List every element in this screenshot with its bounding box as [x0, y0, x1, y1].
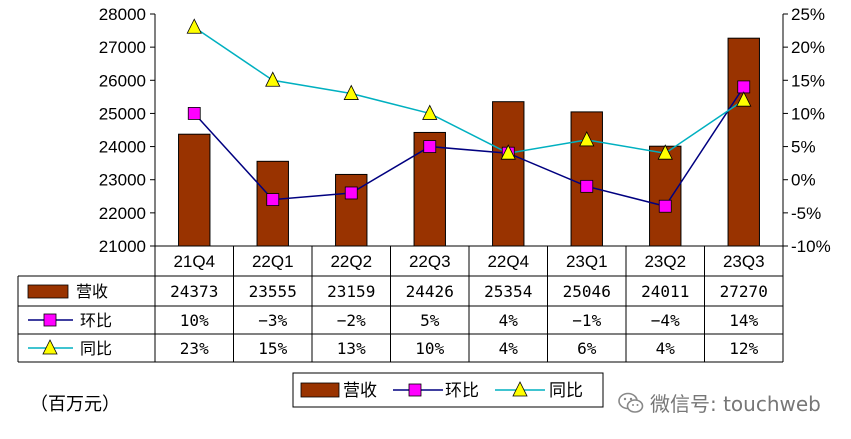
- point-qoq: [266, 193, 280, 207]
- point-yoy: [579, 131, 595, 147]
- point-yoy: [657, 144, 673, 160]
- y-left-tick-label: 24000: [99, 138, 146, 157]
- y-left-tick-label: 21000: [99, 237, 146, 256]
- category-label: 22Q3: [409, 252, 451, 271]
- point-qoq: [658, 199, 672, 213]
- table-cell-value: −4%: [651, 311, 680, 330]
- category-label: 23Q3: [723, 252, 765, 271]
- legend-key-revenue: [300, 382, 340, 398]
- plot-area: 21000 22000 23000 24000 25000 26000 27000 28000…: [99, 5, 831, 256]
- y-left-tick-label: 27000: [99, 38, 146, 57]
- category-label: 21Q4: [173, 252, 215, 271]
- y-left-tick-label: 22000: [99, 204, 146, 223]
- table-cell-value: 14%: [729, 311, 758, 330]
- table-cell-value: 10%: [180, 311, 209, 330]
- table-cell-value: 6%: [577, 339, 597, 358]
- watermark: 微信号: touchweb: [618, 388, 821, 417]
- y-right-tick-label: 20%: [791, 38, 825, 57]
- table-cell-value: 27270: [720, 282, 768, 301]
- legend-label-qoq: 环比: [445, 381, 479, 401]
- point-yoy: [343, 84, 359, 100]
- table-row-label: 同比: [80, 339, 112, 358]
- table-row-label: 环比: [80, 311, 112, 330]
- table-key-revenue: [27, 284, 69, 299]
- table-cell-value: 5%: [420, 311, 440, 330]
- category-label: 22Q2: [330, 252, 372, 271]
- table-row-label: 营收: [76, 282, 108, 301]
- point-qoq: [344, 186, 358, 200]
- y-right-tick-label: -5%: [791, 204, 821, 223]
- point-qoq: [737, 80, 751, 94]
- y-right-tick-label: 5%: [791, 138, 816, 157]
- table-cell-value: 23159: [327, 282, 375, 301]
- point-yoy: [265, 71, 281, 87]
- category-label: 22Q4: [487, 252, 529, 271]
- point-yoy: [422, 104, 438, 120]
- point-qoq: [423, 140, 437, 153]
- watermark-text: 微信号: touchweb: [650, 392, 821, 416]
- table-cell-value: 4%: [499, 339, 519, 358]
- table-cell-value: 23555: [249, 282, 297, 301]
- y-left-tick-label: 28000: [99, 5, 146, 24]
- category-label: 23Q2: [644, 252, 686, 271]
- table-cell-value: −3%: [258, 311, 287, 330]
- bar-revenue: [570, 111, 603, 247]
- table-cell-value: 23%: [180, 339, 209, 358]
- line-yoy: [193, 26, 745, 154]
- legend: 营收 环比 同比: [292, 372, 604, 408]
- table-cell-value: 24011: [641, 282, 689, 301]
- legend-key-yoy-marker: [512, 381, 528, 397]
- point-yoy: [736, 91, 752, 107]
- category-label: 22Q1: [252, 252, 294, 271]
- point-yoy: [186, 18, 202, 34]
- legend-key-qoq-marker: [408, 383, 422, 397]
- y-left-tick-label: 23000: [99, 171, 146, 190]
- bar-revenue: [178, 133, 211, 247]
- table-cell-value: 24373: [170, 282, 218, 301]
- table-key-marker-yoy: [42, 339, 58, 355]
- table-cell-value: 25046: [563, 282, 611, 301]
- data-table: 21Q4 22Q1 22Q2 22Q3 22Q4 23Q1 23Q2 23Q3 营收 24373 2…: [17, 245, 784, 363]
- table-cell-value: 15%: [258, 339, 287, 358]
- y-left-tick-label: 25000: [99, 104, 146, 123]
- wechat-icon: [618, 392, 644, 413]
- legend-label-yoy: 同比: [549, 381, 583, 401]
- table-cell-value: −2%: [337, 311, 366, 330]
- y-right-tick-label: 15%: [791, 71, 825, 90]
- point-qoq: [580, 179, 594, 193]
- table-cell-value: 25354: [484, 282, 532, 301]
- bar-revenue: [727, 37, 760, 247]
- table-cell-value: 13%: [337, 339, 366, 358]
- unit-label: （百万元）: [30, 394, 120, 415]
- table-cell-value: 4%: [656, 339, 676, 358]
- table-cell-value: 24426: [406, 282, 454, 301]
- bar-revenue: [335, 173, 368, 247]
- y-right-tick-label: 25%: [791, 5, 825, 24]
- table-cell-value: 12%: [729, 339, 758, 358]
- legend-label-revenue: 营收: [343, 381, 377, 401]
- table-cell-value: −1%: [572, 311, 601, 330]
- bar-revenue: [492, 101, 525, 247]
- point-qoq: [187, 107, 201, 120]
- y-right-tick-label: -10%: [791, 237, 831, 256]
- y-left-tick-label: 26000: [99, 71, 146, 90]
- category-label: 23Q1: [566, 252, 608, 271]
- legend-box: [292, 372, 604, 408]
- y-right-tick-label: 0%: [791, 171, 816, 190]
- y-right-tick-label: 10%: [791, 104, 825, 123]
- table-cell-value: 10%: [415, 339, 444, 358]
- table-cell-value: 4%: [499, 311, 519, 330]
- table-key-marker-qoq: [43, 313, 57, 327]
- point-yoy: [500, 144, 516, 160]
- bar-revenue: [649, 145, 682, 247]
- line-qoq: [193, 86, 745, 208]
